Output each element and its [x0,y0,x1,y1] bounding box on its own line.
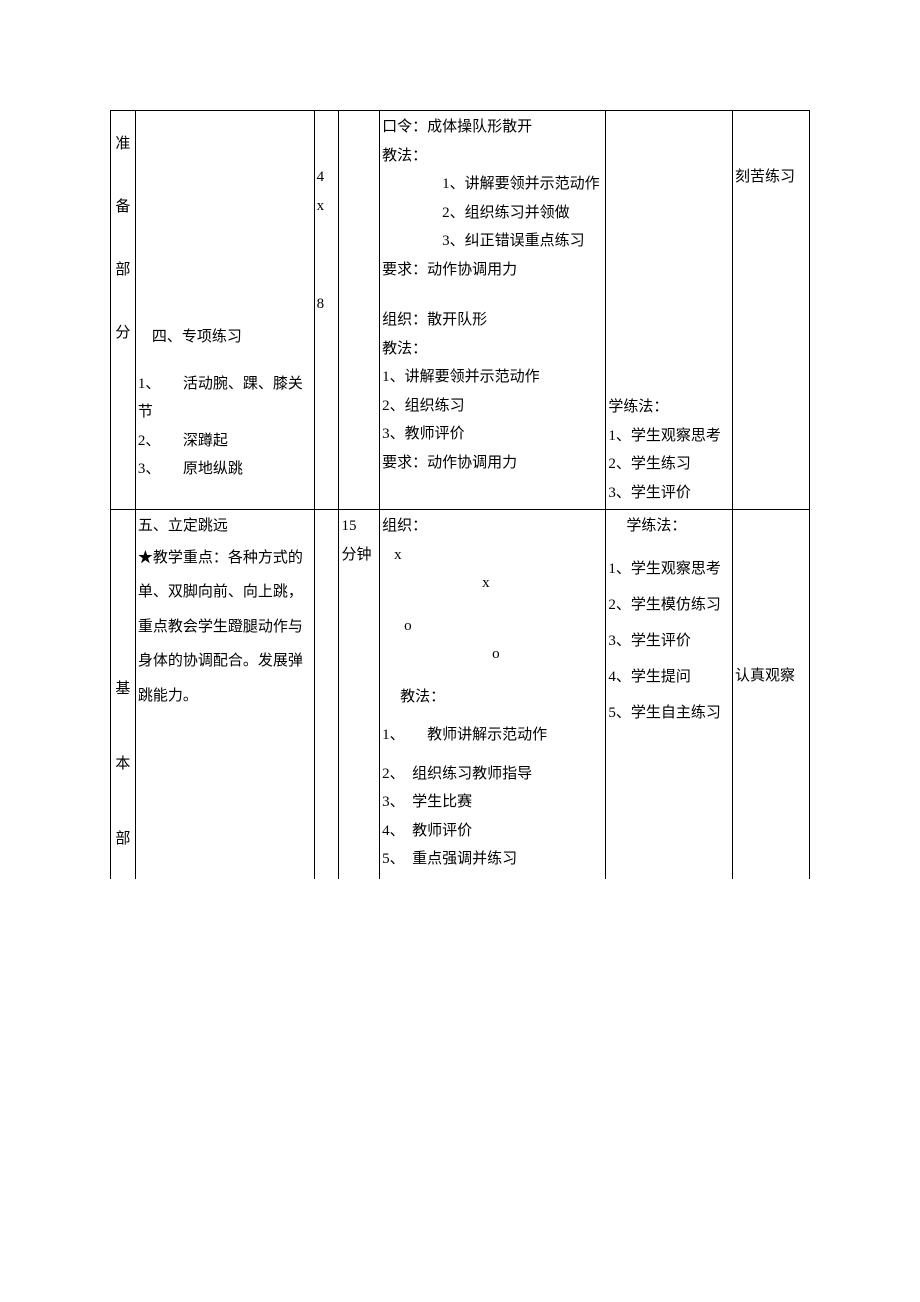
student-label: 学练法： [608,512,730,541]
note-cell: 刻苦练习 [733,111,810,510]
teach-method-item: 3、纠正错误重点练习 [382,227,603,256]
page-container: 准 备 部 分 四、专项练习 1、 活动腕、踝、膝关节 2、 深蹲起 3、 原地… [0,0,920,1302]
teach-method-label: 教法： [382,142,603,171]
student-label: 学练法： [608,393,730,422]
student-item: 2、学生模仿练习 [608,587,730,623]
teach-method-item: 4、 教师评价 [382,817,603,846]
teach-method-item: 3、教师评价 [382,420,603,449]
reps-value: 8 [317,290,337,319]
note-text: 刻苦练习 [735,163,807,192]
diagram-mark: o [382,640,603,669]
content-cell: 四、专项练习 1、 活动腕、踝、膝关节 2、 深蹲起 3、 原地纵跳 [135,111,314,510]
teach-method-item: 1、讲解要领并示范动作 [382,170,603,199]
lesson-plan-table: 准 备 部 分 四、专项练习 1、 活动腕、踝、膝关节 2、 深蹲起 3、 原地… [110,110,810,879]
section-label-cell: 准 备 部 分 [111,111,136,510]
student-item: 4、学生提问 [608,659,730,695]
teach-command: 口令：成体操队形散开 [382,113,603,142]
content-item: 1、 活动腕、踝、膝关节 [138,370,312,427]
teach-method-item: 2、组织练习 [382,392,603,421]
student-item: 3、学生评价 [608,623,730,659]
student-item: 5、学生自主练习 [608,695,730,731]
note-text: 认真观察 [735,662,807,691]
content-heading: 五、立定跳远 [138,512,312,541]
section-char: 备 [113,176,133,239]
section-char: 基 [113,652,133,727]
section-char: 分 [113,302,133,365]
student-cell: 学练法： 1、学生观察思考 2、学生模仿练习 3、学生评价 4、学生提问 5、学… [606,510,733,880]
student-item: 1、学生观察思考 [608,422,730,451]
time-value: 15 [341,512,377,541]
diagram-mark: x [382,569,603,598]
table-row: 基 本 部 五、立定跳远 ★教学重点：各种方式的单、双脚向前、向上跳，重点教会学… [111,510,810,880]
teaching-cell: 口令：成体操队形散开 教法： 1、讲解要领并示范动作 2、组织练习并领做 3、纠… [380,111,606,510]
section-label-cell: 基 本 部 [111,510,136,880]
teach-requirement: 要求：动作协调用力 [382,449,603,478]
diagram-mark: x [382,541,603,570]
teach-method-item: 1、讲解要领并示范动作 [382,363,603,392]
content-cell: 五、立定跳远 ★教学重点：各种方式的单、双脚向前、向上跳，重点教会学生蹬腿动作与… [135,510,314,880]
student-item: 3、学生评价 [608,479,730,508]
teach-method-item: 1、 教师讲解示范动作 [382,721,603,750]
table-row: 准 备 部 分 四、专项练习 1、 活动腕、踝、膝关节 2、 深蹲起 3、 原地… [111,111,810,510]
teach-method-item: 3、 学生比赛 [382,788,603,817]
reps-cell: 4 x 8 [314,111,339,510]
content-body: ★教学重点：各种方式的单、双脚向前、向上跳，重点教会学生蹬腿动作与身体的协调配合… [138,541,312,714]
section-char: 部 [113,802,133,877]
note-cell: 认真观察 [733,510,810,880]
teach-method-item: 2、组织练习并领做 [382,199,603,228]
teach-method-label: 教法： [382,335,603,364]
teach-org: 组织：散开队形 [382,306,603,335]
teaching-cell: 组织： x x o o 教法： 1、 教师讲解示范动作 2、 组织练习教师指导 … [380,510,606,880]
reps-value: 4 [317,163,337,192]
diagram-mark: o [382,612,603,641]
teach-method-item: 2、 组织练习教师指导 [382,760,603,789]
student-item: 1、学生观察思考 [608,551,730,587]
content-item: 2、 深蹲起 [138,427,312,456]
time-cell: 15 分钟 [339,510,380,880]
section-char: 部 [113,239,133,302]
student-cell: 学练法： 1、学生观察思考 2、学生练习 3、学生评价 [606,111,733,510]
teach-requirement: 要求：动作协调用力 [382,256,603,285]
empty-cell [339,111,380,510]
teach-org-label: 组织： [382,512,603,541]
teach-method-item: 5、 重点强调并练习 [382,845,603,874]
content-item: 3、 原地纵跳 [138,455,312,484]
teach-method-label: 教法： [382,683,603,712]
reps-value: x [317,192,337,221]
student-item: 2、学生练习 [608,450,730,479]
content-heading: 四、专项练习 [138,323,312,352]
empty-cell [314,510,339,880]
section-char: 准 [113,113,133,176]
time-unit: 分钟 [341,541,377,570]
section-char: 本 [113,727,133,802]
